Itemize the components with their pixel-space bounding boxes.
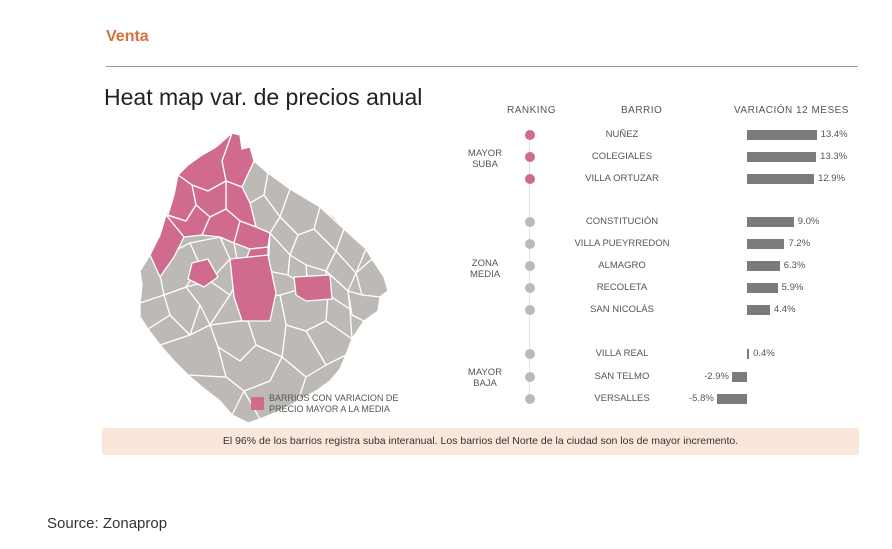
variation-value: 9.0% [797,216,820,227]
variation-bar [747,152,817,162]
group-label-line: BAJA [473,378,497,389]
variation-bar [747,174,815,184]
map-highlight [149,132,333,322]
ranking-dot [525,261,535,271]
ranking-dot [525,283,535,293]
variation-bar [747,349,750,359]
variation-value: 0.4% [753,348,775,359]
variation-bar [747,217,794,227]
barrio-label: VILLA ORTUZAR [585,173,659,184]
legend-text: BARRIOS CON VARIACION DE PRECIO MAYOR A … [269,393,399,414]
barrio-label: CONSTITUCIÓN [585,216,659,227]
ranking-dot [525,305,535,315]
ranking-dot [525,349,535,359]
variation-bar [747,261,780,271]
ranking-dot [525,239,535,249]
column-header-ranking: RANKING [507,105,557,116]
barrio-label: VERSALLES [594,393,650,404]
section-title: Venta [106,28,149,45]
group-label-mayor-baja: MAYOR BAJA [465,367,505,389]
variation-value: 13.3% [820,151,848,162]
source-text: Source: Zonaprop [47,515,168,532]
barrio-label: COLEGIALES [591,151,653,162]
ranking-dot [525,394,535,404]
variation-value: -2.9% [704,371,729,382]
neighborhood-heat-map [139,132,389,424]
group-label-line: SUBA [472,159,498,170]
group-label-mayor-suba: MAYOR SUBA [465,148,505,170]
variation-bar [716,394,747,404]
variation-value: 12.9% [818,173,846,184]
group-label-line: MAYOR [467,367,503,378]
group-label-zona-media: ZONA MEDIA [465,258,505,280]
barrio-label: SAN NICOLÁS [590,304,654,315]
variation-value: 13.4% [820,129,848,140]
column-header-variation: VARIACIÓN 12 MESES [734,105,849,116]
variation-bar [747,130,817,140]
barrio-label: RECOLETA [596,282,648,293]
barrio-label: VILLA REAL [595,348,649,359]
variation-value: 7.2% [788,238,811,249]
group-label-line: MAYOR [467,148,503,159]
ranking-dot [525,174,535,184]
district-villa-real [187,258,219,288]
ranking-dot [525,372,535,382]
ranking-dot [525,217,535,227]
legend-swatch [251,397,264,410]
barrio-label: SAN TELMO [594,371,650,382]
variation-value: -5.8% [689,393,714,404]
variation-bar [731,372,747,382]
variation-bar [747,305,770,315]
variation-bar [747,283,778,293]
district-parque-patricios [293,274,333,302]
group-label-line: ZONA [471,258,499,269]
variation-value: 6.3% [783,260,806,271]
ranking-dot [525,152,535,162]
column-header-barrio: BARRIO [621,105,663,116]
district-caballito [229,254,277,322]
barrio-label: VILLA PUEYRREDON [574,238,670,249]
ranking-dot [525,130,535,140]
chart-title: Heat map var. de precios anual [104,84,423,110]
header-divider [106,66,858,67]
group-label-line: MEDIA [469,269,501,280]
district-villa-devoto [149,214,185,278]
barrio-label: NUÑEZ [605,129,639,140]
barrio-label: ALMAGRO [598,260,646,271]
footnote-banner: El 96% de los barrios registra suba inte… [102,428,859,455]
variation-value: 5.9% [781,282,804,293]
variation-bar [747,239,785,249]
variation-value: 4.4% [773,304,796,315]
